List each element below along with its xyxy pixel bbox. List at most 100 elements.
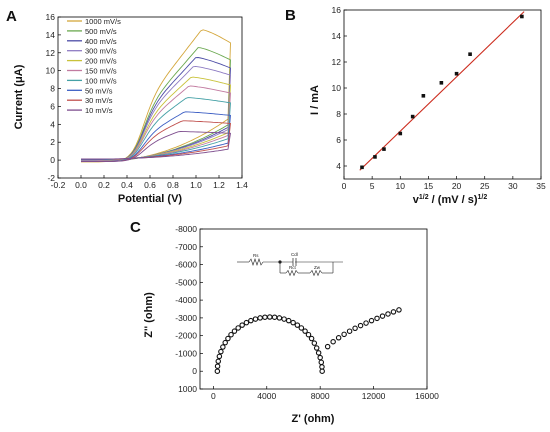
impedance-point [318, 359, 325, 366]
panel-a-ylabel: Current (μA) [13, 64, 25, 129]
panel-c-xlabel: Z' (ohm) [292, 413, 335, 425]
panel-c-plot [214, 307, 402, 374]
panel-c-ytick-label: -3000 [175, 313, 197, 323]
panel-b-ytick-label: 4 [336, 161, 341, 171]
panel-c-frame [199, 228, 428, 390]
panel-c-ytick-label: -1000 [175, 348, 197, 358]
impedance-point [379, 313, 386, 319]
data-point [382, 147, 386, 151]
impedance-point [218, 348, 224, 355]
circuit-label-rct: Rct [289, 265, 296, 270]
panel-b-letter: B [285, 7, 296, 24]
panel-a-ytick-label: 2 [50, 137, 55, 147]
panel-c-xtick-label: 16000 [415, 391, 439, 401]
legend-entry: 100 mV/s [85, 76, 117, 85]
circuit-label-rs: Rs [253, 253, 259, 258]
impedance-point [262, 314, 268, 320]
panel-c-ytick-label: -4000 [175, 295, 197, 305]
panel-c-ytick-label: -2000 [175, 331, 197, 341]
legend-entry: 300 mV/s [85, 47, 117, 56]
panel-b-ticks: 0 5 10 15 20 25 30 35 4 6 8 10 12 14 16 [332, 5, 546, 191]
circuit-label-cdl: Cdl [291, 252, 298, 257]
impedance-point [352, 325, 358, 332]
panel-a-ytick-label: -2 [47, 173, 55, 183]
panel-c-ytick-label: 1000 [178, 384, 197, 394]
panel-c-ticks: 0 4000 8000 12000 16000 -8000 -7000 -6000 -5000 -… [175, 224, 439, 401]
data-point [468, 52, 472, 56]
panel-a-xtick-label: 0.4 [121, 180, 133, 190]
impedance-point [302, 328, 308, 334]
impedance-point [363, 320, 369, 326]
impedance-point [319, 368, 325, 374]
equivalent-circuit-diagram: Rs Cdl Rct Zw [237, 252, 343, 277]
circuit-label-zw: Zw [314, 265, 321, 270]
panel-c: C 0 4000 8000 12000 16000 -8000 -7000 -6000 -500… [130, 219, 439, 425]
panel-b-xtick-label: 30 [508, 181, 518, 191]
panel-b-xlabel: v1/2 / (mV / s)1/2 [413, 194, 488, 206]
panel-a-ytick-label: 12 [46, 48, 56, 58]
panel-b-xtick-label: 5 [370, 181, 375, 191]
impedance-point [346, 328, 353, 334]
panel-a-ytick-label: 10 [46, 66, 56, 76]
impedance-point [298, 325, 305, 331]
impedance-point [248, 317, 254, 324]
impedance-point [281, 316, 287, 322]
panel-b-plot [359, 11, 525, 171]
impedance-point [276, 315, 283, 321]
panel-b-ytick-label: 8 [336, 109, 341, 119]
data-point [410, 114, 415, 119]
data-point [398, 131, 403, 136]
impedance-point [225, 335, 231, 342]
impedance-point [330, 338, 336, 345]
panel-b-xtick-label: 15 [424, 181, 434, 191]
panel-a-xtick-label: -0.2 [51, 180, 66, 190]
panel-c-ytick-label: -6000 [175, 260, 197, 270]
impedance-point [214, 368, 221, 374]
impedance-point [324, 343, 331, 350]
panel-c-xtick-label: 8000 [311, 391, 330, 401]
panel-a-xlabel: Potential (V) [118, 193, 183, 205]
impedance-point [267, 314, 273, 320]
impedance-point [222, 339, 228, 346]
impedance-point [313, 345, 320, 351]
panel-a-xtick-label: 0.0 [75, 180, 87, 190]
panel-c-ytick-label: -7000 [175, 242, 197, 252]
panel-c-xtick-label: 4000 [257, 391, 276, 401]
panel-b: B 0 5 10 15 20 25 30 35 4 6 8 10 12 14 16 v1/2 / (mV /… [285, 5, 546, 206]
panel-c-ytick-label: -8000 [175, 224, 197, 234]
legend-entry: 1000 mV/s [85, 17, 121, 26]
impedance-point [308, 335, 315, 342]
panel-a-xtick-label: 0.6 [144, 180, 156, 190]
panel-b-ytick-label: 6 [336, 135, 341, 145]
impedance-point [216, 353, 223, 360]
panel-b-xtick-label: 25 [480, 181, 490, 191]
impedance-point [214, 363, 221, 369]
panel-a-ytick-label: 4 [50, 119, 55, 129]
panel-a-xtick-label: 1.2 [213, 180, 225, 190]
impedance-point [231, 328, 238, 334]
legend-entry: 400 mV/s [85, 37, 117, 46]
impedance-point [335, 335, 342, 341]
data-point [360, 165, 364, 170]
legend-entry: 10 mV/s [85, 106, 113, 115]
impedance-point [311, 340, 318, 346]
panel-b-ytick-label: 14 [332, 31, 342, 41]
panel-b-xtick-label: 0 [342, 181, 347, 191]
impedance-point [319, 364, 325, 370]
panel-a-xtick-label: 0.8 [167, 180, 179, 190]
panel-b-xtick-label: 35 [536, 181, 546, 191]
linear-fit-line [359, 11, 525, 171]
panel-a-xtick-label: 1.4 [236, 180, 248, 190]
panel-b-ytick-label: 16 [332, 5, 342, 15]
legend-entry: 50 mV/s [85, 86, 113, 95]
impedance-point [220, 344, 226, 350]
data-point [421, 94, 426, 98]
impedance-point [239, 322, 245, 328]
legend-entry: 30 mV/s [85, 96, 113, 105]
panel-a-ytick-label: 0 [50, 155, 55, 165]
impedance-point [252, 316, 259, 322]
impedance-point [368, 317, 375, 324]
panel-c-letter: C [130, 219, 141, 236]
impedance-point [243, 319, 250, 326]
